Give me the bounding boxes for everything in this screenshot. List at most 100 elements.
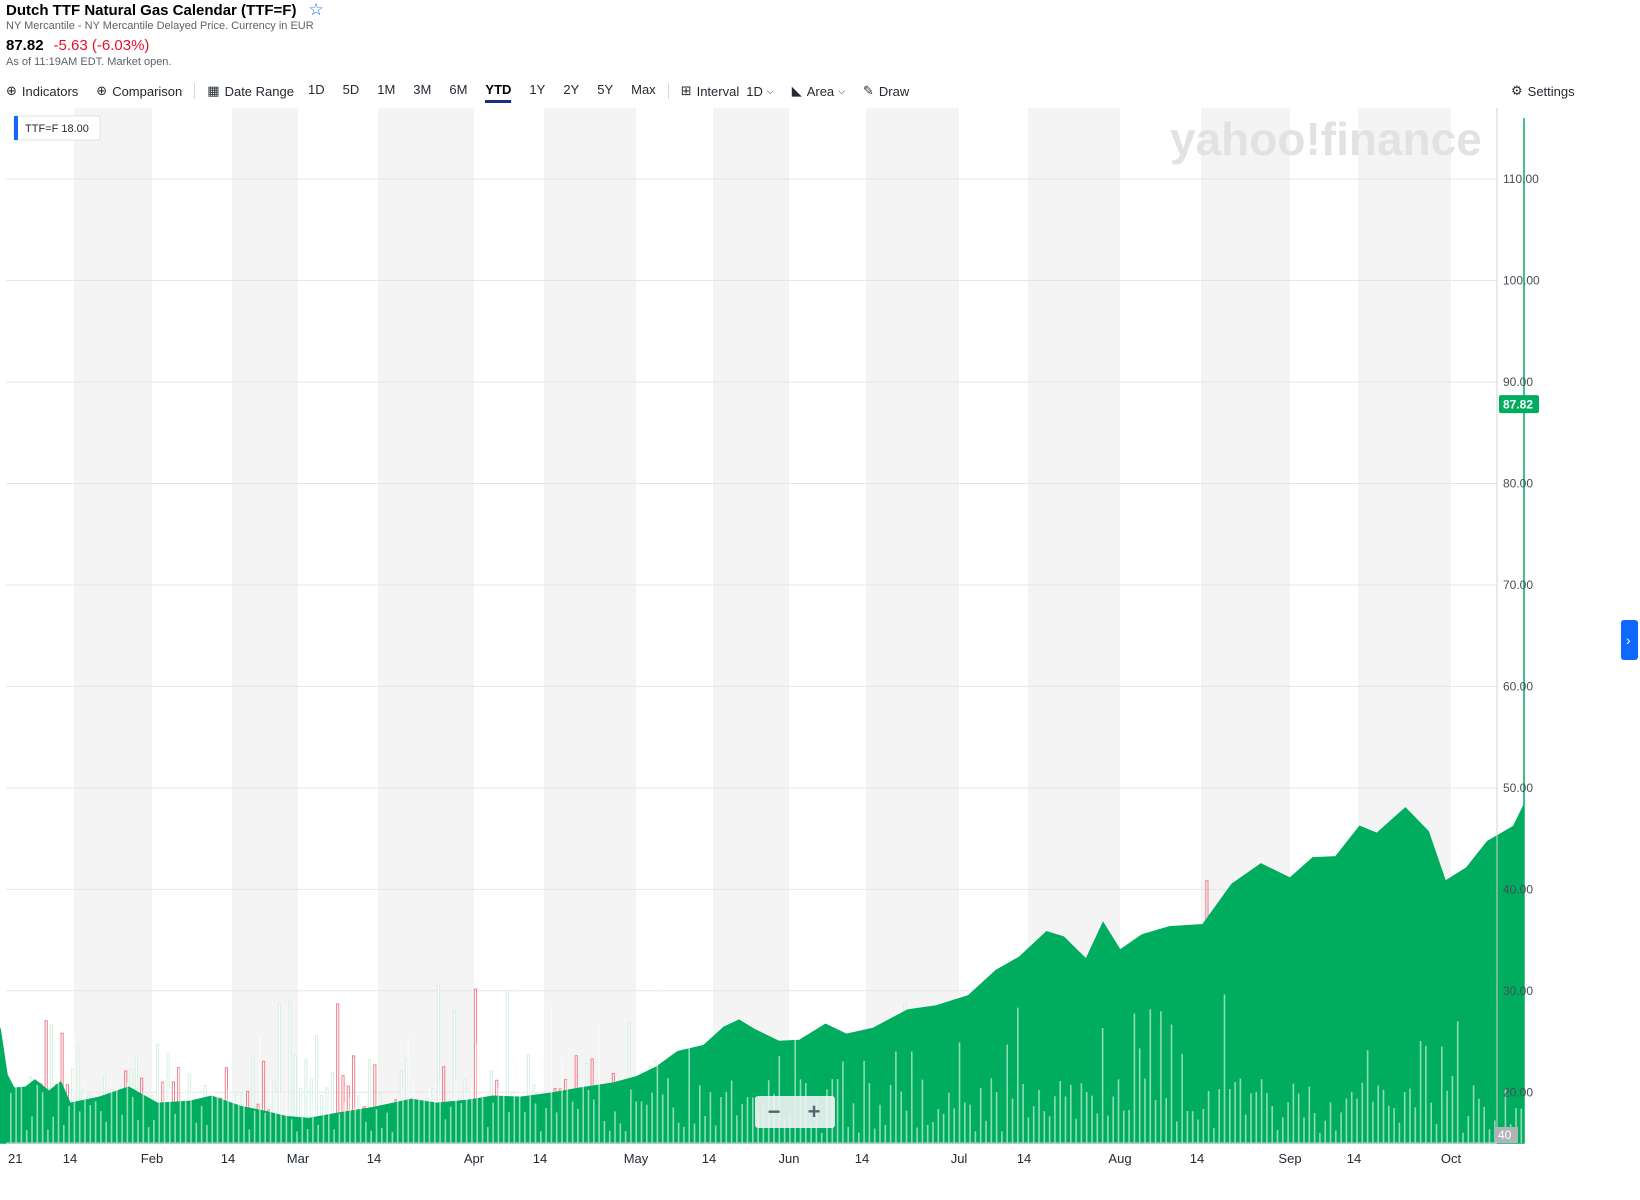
volume-bar [1011,1098,1014,1143]
month-band [713,108,789,1143]
zoom-controls[interactable] [755,1096,835,1128]
zoom-out-button[interactable]: − [768,1099,781,1124]
expand-panel-button[interactable] [1621,620,1638,660]
volume-bar [418,1099,420,1143]
volume-bar [1435,1123,1438,1143]
last-price-label: 87.82 [1503,398,1533,412]
x-tick-label: 14 [367,1151,381,1166]
volume-bar [434,1084,436,1143]
volume-bar [343,1101,346,1143]
volume-bar [868,1083,871,1143]
volume-bar [259,1036,261,1143]
volume-bar [89,1105,92,1143]
volume-bar [153,1119,155,1143]
y-tick-label: 70.00 [1503,578,1533,592]
volume-bar [895,1051,897,1143]
volume-bar [1382,1089,1385,1143]
range-1y[interactable]: 1Y [529,82,546,97]
volume-bar [985,1120,987,1143]
volume-bar [1324,1120,1326,1143]
volume-bar [1372,1101,1374,1143]
volume-bar [736,1115,738,1143]
volume-bar [338,1113,341,1143]
volume-bar [1297,1093,1300,1143]
volume-bar [921,1079,924,1143]
volume-bar [1144,1078,1146,1143]
volume-bar [1202,1108,1205,1143]
volume-bar [656,984,659,1143]
volume-bar [1123,1110,1125,1143]
range-3m[interactable]: 3M [413,82,432,97]
volume-bar [237,1092,240,1143]
volume-bar [121,1114,123,1143]
volume-bar [105,1121,107,1143]
range-2y[interactable]: 2Y [563,82,580,97]
volume-bar [439,1080,441,1143]
draw-button[interactable]: ✎ Draw [863,83,909,99]
volume-bar [561,1059,563,1143]
volume-bar [540,1131,542,1143]
volume-bar [423,1095,425,1143]
interval-button[interactable]: ⊞ Interval 1D ⌵ [681,83,774,99]
volume-bar [264,1112,266,1143]
volume-bar [365,1121,367,1143]
interval-label: Interval [696,83,740,99]
volume-bar [911,1051,913,1143]
volume-bar [31,1116,33,1143]
volume-bar [476,1043,478,1143]
volume-bar [810,1122,812,1143]
star-icon[interactable]: ☆ [308,0,324,19]
volume-bar [1250,1093,1252,1143]
volume-bar [179,1035,182,1143]
range-1d[interactable]: 1D [307,82,325,97]
volume-bar [937,1109,940,1143]
volume-bar [725,1091,728,1143]
indicators-button[interactable]: ⊕ Indicators [6,83,78,99]
volume-bar [275,1093,277,1143]
volume-bar [1340,1112,1342,1143]
volume-bar [614,1111,616,1143]
settings-button[interactable]: ⚙ Settings [1511,83,1575,99]
volume-bar [1361,1082,1364,1143]
zoom-in-button[interactable]: + [808,1099,821,1124]
volume-bar [714,1125,717,1143]
volume-bar [285,1006,288,1143]
price-change: -5.63 (-6.03%) [53,37,150,54]
volume-bar [1160,1011,1162,1143]
volume-bar [752,1097,754,1143]
volume-bar [10,1092,12,1143]
volume-bar [555,1112,558,1143]
page-title: Dutch TTF Natural Gas Calendar (TTF=F) [6,1,297,19]
volume-bar [1266,1092,1268,1143]
x-tick-label: Mar [287,1151,310,1166]
range-5d[interactable]: 5D [342,82,360,97]
x-tick-label: 14 [1190,1151,1204,1166]
volume-bar [730,1080,733,1143]
volume-bar [36,1084,39,1143]
date-range-button[interactable]: ▦ Date Range [207,83,294,99]
volume-bar [1038,1089,1040,1143]
range-ytd[interactable]: YTD [485,82,512,103]
volume-bar [68,1106,70,1143]
yahoo-finance-watermark: yahoo!finance [1170,113,1482,165]
volume-bar [227,1089,229,1143]
chart-type-button[interactable]: ◣ Area ⌵ [792,83,845,99]
volume-bar [1419,1040,1422,1143]
volume-bar [842,1061,844,1143]
volume-bar [1197,1119,1199,1143]
volume-bar [84,1082,86,1143]
volume-bar [932,1122,934,1143]
range-6m[interactable]: 6M [449,82,468,97]
volume-bar [354,1106,357,1143]
chart-area[interactable]: yahoo!finance 20.00 30.00 40.00 50.00 60.00 70… [0,108,1640,1195]
volume-bar [211,1081,213,1143]
volume-bar [900,1091,902,1143]
volume-bar [1075,1118,1077,1143]
settings-label: Settings [1527,83,1575,99]
range-max[interactable]: Max [631,82,656,97]
range-1m[interactable]: 1M [377,82,396,97]
range-5y[interactable]: 5Y [597,82,614,97]
price-chart[interactable]: yahoo!finance 20.00 30.00 40.00 50.00 60.00 70… [0,108,1640,1195]
volume-bar [25,1130,28,1143]
comparison-button[interactable]: ⊕ Comparison [96,83,182,99]
